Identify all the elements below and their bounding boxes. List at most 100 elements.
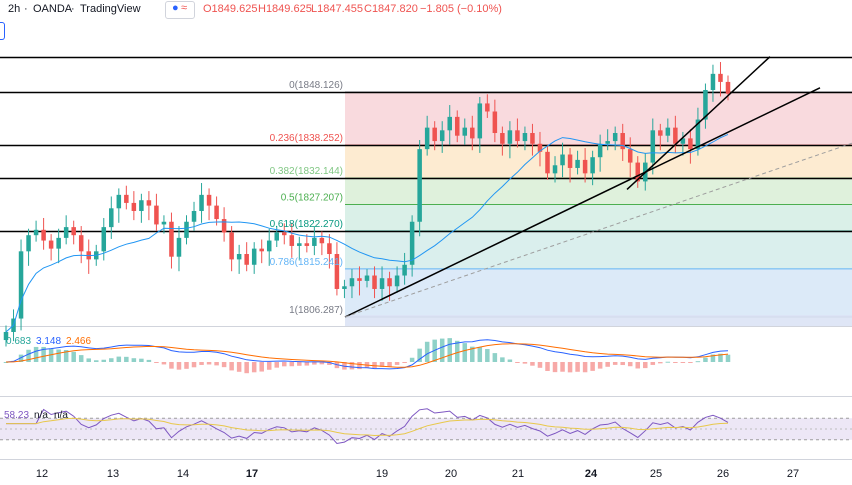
macd-histogram-bar [101, 359, 107, 362]
macd-histogram-bar [372, 362, 377, 369]
x-axis-tick-label: 14 [177, 468, 189, 480]
macd-signal-line [5, 343, 729, 368]
macd-histogram-bar [643, 362, 648, 369]
macd-histogram-bar [680, 362, 686, 363]
green-dot: ● [172, 2, 179, 14]
macd-histogram-bar [545, 362, 550, 371]
candle-body [575, 159, 580, 168]
candle-body [507, 130, 513, 144]
candle-body [627, 149, 633, 163]
macd-histogram-bar [78, 355, 84, 362]
candle-body [244, 254, 249, 265]
candle-body [56, 237, 61, 249]
macd-histogram-bar [552, 362, 558, 373]
candle-body [101, 227, 107, 252]
brand-label: TradingView [80, 3, 141, 15]
candle-body [349, 278, 355, 287]
macd-histogram-bar [266, 362, 272, 370]
macd-histogram-bar [424, 341, 430, 362]
candle-body [402, 264, 407, 276]
candle-body [560, 154, 565, 166]
candle-body [612, 133, 618, 142]
candle-body [635, 162, 641, 182]
candle-body [703, 89, 708, 120]
chart-header: 2h · OANDA · TradingView ● ≈ O1849.625 H… [0, 0, 852, 20]
macd-histogram-bar [304, 362, 310, 366]
fib-label: 1(1806.287) [289, 305, 343, 316]
candle-body [116, 194, 122, 209]
macd-histogram-bar [402, 362, 407, 363]
fib-zone [345, 231, 852, 269]
macd-histogram-bar [530, 362, 535, 366]
macd-histogram-bar [409, 357, 415, 362]
candle-body [71, 227, 76, 236]
candle-body [176, 237, 182, 257]
fib-zone [345, 204, 852, 232]
macd-histogram-bar [312, 362, 317, 365]
fib-label: 0.236(1838.252) [270, 133, 343, 144]
candle-body [725, 81, 731, 94]
candle-body [282, 232, 287, 236]
candle-body [357, 278, 362, 281]
candle-body [470, 127, 475, 139]
macd-histogram-bar [48, 348, 54, 362]
candle-body [169, 221, 174, 257]
candle-body [221, 219, 227, 233]
candle-body [184, 221, 189, 238]
macd-histogram-bar [567, 362, 573, 373]
macd-histogram-bar [627, 362, 633, 367]
macd-histogram-bar [229, 362, 234, 371]
candle-body [379, 278, 385, 289]
trendline-support [344, 87, 821, 318]
macd-histogram-bar [259, 362, 264, 372]
macd-histogram-bar [417, 348, 422, 362]
macd-histogram-bar [454, 340, 460, 362]
macd-histogram-bar [560, 362, 565, 372]
candle-body [477, 103, 483, 139]
macd-histogram-bar [582, 362, 588, 373]
candle-body [597, 143, 603, 158]
candle-body [492, 111, 498, 134]
rsi-legend-ma: n/a [34, 410, 48, 421]
candle-body [718, 73, 723, 82]
rsi-legend-extra: n/a [54, 410, 68, 421]
compare-icon[interactable]: ● ≈ [165, 1, 195, 19]
interval-label[interactable]: 2h [8, 3, 21, 15]
macd-histogram-bar [26, 349, 31, 362]
fib-zone [345, 177, 852, 205]
candle-body [590, 157, 595, 174]
candle-body [266, 240, 272, 252]
macd-histogram-bar [71, 351, 76, 362]
candle-body [665, 127, 671, 136]
macd-histogram-bar [251, 362, 257, 373]
candle-body [537, 143, 543, 152]
macd-histogram-bar [470, 346, 475, 362]
macd-histogram-bar [462, 343, 468, 362]
macd-histogram-bar [56, 349, 61, 362]
candle-body [620, 133, 625, 150]
trendline-dashed [344, 142, 852, 318]
macd-histogram-bar [725, 354, 731, 362]
macd-histogram-bar [289, 362, 295, 367]
candle-body [439, 130, 445, 142]
rsi-legend-value: 58.23 [4, 410, 29, 421]
macd-histogram-bar [327, 362, 332, 365]
x-axis-tick-label: 24 [585, 468, 598, 480]
candle-body [41, 229, 46, 241]
macd-histogram-bar [184, 362, 189, 369]
macd-histogram-bar [146, 359, 152, 362]
macd-histogram-bar [620, 362, 625, 366]
macd-histogram-bar [176, 362, 182, 370]
candle-body [304, 243, 310, 246]
drawing-toggle-button[interactable] [0, 22, 5, 40]
candle-body [146, 200, 152, 206]
macd-histogram-bar [658, 362, 663, 364]
candle-body [274, 232, 280, 241]
ohlc-change: −1.805 (−0.10%) [420, 3, 502, 15]
macd-histogram-bar [500, 357, 505, 362]
separator-dot: · [71, 3, 75, 15]
fib-label: 0.786(1815.241) [270, 257, 343, 268]
candle-body [522, 133, 528, 142]
fib-extension-zone [345, 315, 852, 327]
